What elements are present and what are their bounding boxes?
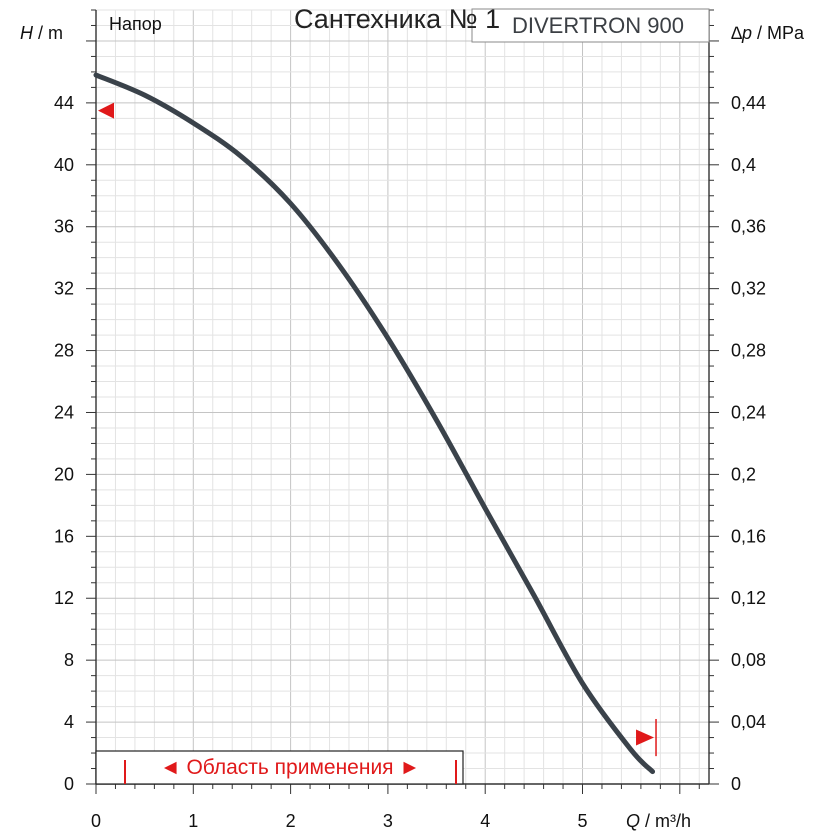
- y2-tick-label: 0,2: [731, 464, 756, 484]
- y-axis-var: H: [20, 23, 34, 43]
- range-label-text: Область применения: [186, 756, 393, 779]
- markers-layer: [98, 102, 657, 757]
- application-range-box: [95, 750, 464, 785]
- range-left-arrow-icon: ◄: [160, 756, 187, 779]
- y-tick-label: 8: [64, 650, 74, 670]
- y2-tick-label: 0,04: [731, 712, 766, 732]
- chart-axes: 04812162024283236404400,040,080,120,160,…: [54, 9, 766, 831]
- y-tick-label: 32: [54, 279, 74, 299]
- application-range: ◄ Область применения ►: [95, 750, 464, 785]
- chart-labels: DIVERTRON 900 Напор Сантехника № 1 H / m…: [20, 4, 805, 831]
- q-max-marker: [636, 729, 655, 746]
- x-tick-label: 0: [91, 811, 101, 831]
- y-tick-label: 16: [54, 526, 74, 546]
- y2-axis-unit: / MPa: [752, 23, 805, 43]
- y2-tick-label: 0,16: [731, 526, 766, 546]
- model-label: DIVERTRON 900: [512, 13, 684, 38]
- watermark: Сантехника № 1: [294, 4, 500, 34]
- x-tick-label: 2: [286, 811, 296, 831]
- x-axis-unit: / m³/h: [640, 811, 691, 831]
- x-tick-label: 1: [188, 811, 198, 831]
- y2-tick-label: 0,36: [731, 217, 766, 237]
- y-tick-label: 40: [54, 155, 74, 175]
- y2-tick-label: 0,12: [731, 588, 766, 608]
- application-range-label: ◄ Область применения ►: [160, 756, 420, 779]
- y2-tick-label: 0,4: [731, 155, 756, 175]
- y2-tick-label: 0,28: [731, 341, 766, 361]
- y-tick-label: 0: [64, 774, 74, 794]
- y-tick-label: 44: [54, 93, 74, 113]
- y2-tick-label: 0,44: [731, 93, 766, 113]
- range-right-arrow-icon: ►: [394, 756, 421, 779]
- y-tick-label: 12: [54, 588, 74, 608]
- y-tick-label: 28: [54, 341, 74, 361]
- y2-axis-title: ∆p / MPa: [731, 23, 805, 43]
- y2-tick-label: 0: [731, 774, 741, 794]
- y2-tick-label: 0,32: [731, 279, 766, 299]
- y-tick-label: 20: [54, 464, 74, 484]
- y-axis-title: H / m: [20, 23, 63, 43]
- y-tick-label: 4: [64, 712, 74, 732]
- chart-grid: [95, 9, 709, 785]
- y-tick-label: 36: [54, 217, 74, 237]
- x-axis-var: Q: [626, 811, 640, 831]
- series-layer: [93, 72, 656, 775]
- y-tick-label: 24: [54, 402, 74, 422]
- h-max-marker: [98, 102, 114, 119]
- x-axis-title: Q / m³/h: [626, 811, 691, 831]
- y2-tick-label: 0,24: [731, 402, 766, 422]
- x-tick-label: 5: [578, 811, 588, 831]
- y2-tick-label: 0,08: [731, 650, 766, 670]
- head-curve-series: [93, 72, 656, 775]
- y-axis-unit: / m: [33, 23, 63, 43]
- y2-axis-var: ∆p: [731, 23, 752, 43]
- model-label-box: [471, 8, 710, 43]
- chart-title: Напор: [109, 14, 162, 34]
- x-tick-label: 3: [383, 811, 393, 831]
- x-tick-label: 4: [480, 811, 490, 831]
